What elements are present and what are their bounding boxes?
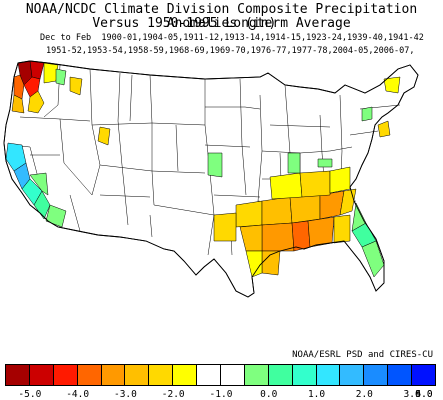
legend-swatch <box>76 364 102 386</box>
legend-swatch <box>243 364 269 386</box>
legend-tick-label: -3.0 <box>113 389 137 400</box>
legend-tick-labels: -5.0 -4.0 -3.0 -2.0 -1.0 0.0 1.0 2.0 3.0 4.0 5.0 <box>6 389 436 400</box>
legend-swatch <box>172 364 198 386</box>
legend-tick-label: 1.0 <box>307 389 326 400</box>
legend-swatch <box>220 364 245 386</box>
legend-swatch <box>363 364 389 386</box>
legend-swatch <box>411 364 437 386</box>
california-anomaly <box>5 142 67 228</box>
map-subtitle: Versus 1950-1995 Longterm Average <box>92 16 351 31</box>
northwest-anomaly <box>11 60 83 114</box>
color-scale-legend <box>5 364 437 386</box>
legend-tick-label: 4.0 <box>415 389 433 400</box>
legend-tick-label: 2.0 <box>355 389 373 400</box>
legend-tick-label: -5.0 <box>18 389 42 400</box>
legend-tick-label: -4.0 <box>66 389 90 400</box>
legend-swatch <box>196 364 222 386</box>
legend-tick-label: 5.0 <box>415 389 433 400</box>
season-years-line1: Dec to Feb 1900-01,1904-05,1911-12,1913-… <box>40 33 424 43</box>
interior-anomalies <box>97 76 401 178</box>
us-climate-division-map <box>3 60 419 298</box>
legend-tick-label: 3.0 <box>403 389 421 400</box>
legend-swatch <box>315 364 341 386</box>
map-title: NOAA/NCDC Climate Division Composite Pre… <box>25 2 418 31</box>
legend-swatch <box>124 364 150 386</box>
legend-tick-label: -1.0 <box>209 389 233 400</box>
season-years-line2: 1951-52,1953-54,1958-59,1968-69,1969-70,… <box>46 46 415 56</box>
legend-swatch <box>52 364 78 386</box>
legend-tick-label: 0.0 <box>260 389 278 400</box>
legend-swatch <box>387 364 413 386</box>
legend-tick-label: -2.0 <box>161 389 185 400</box>
credit-text: NOAA/ESRL PSD and CIRES-CU <box>292 350 433 360</box>
southeast-anomaly <box>213 152 385 278</box>
legend-swatch <box>339 364 365 386</box>
legend-swatch <box>28 364 54 386</box>
legend-swatch <box>5 364 30 386</box>
state-borders <box>3 60 419 298</box>
legend-swatch <box>148 364 174 386</box>
legend-swatch <box>291 364 317 386</box>
legend-swatch <box>100 364 126 386</box>
legend-swatch <box>267 364 293 386</box>
